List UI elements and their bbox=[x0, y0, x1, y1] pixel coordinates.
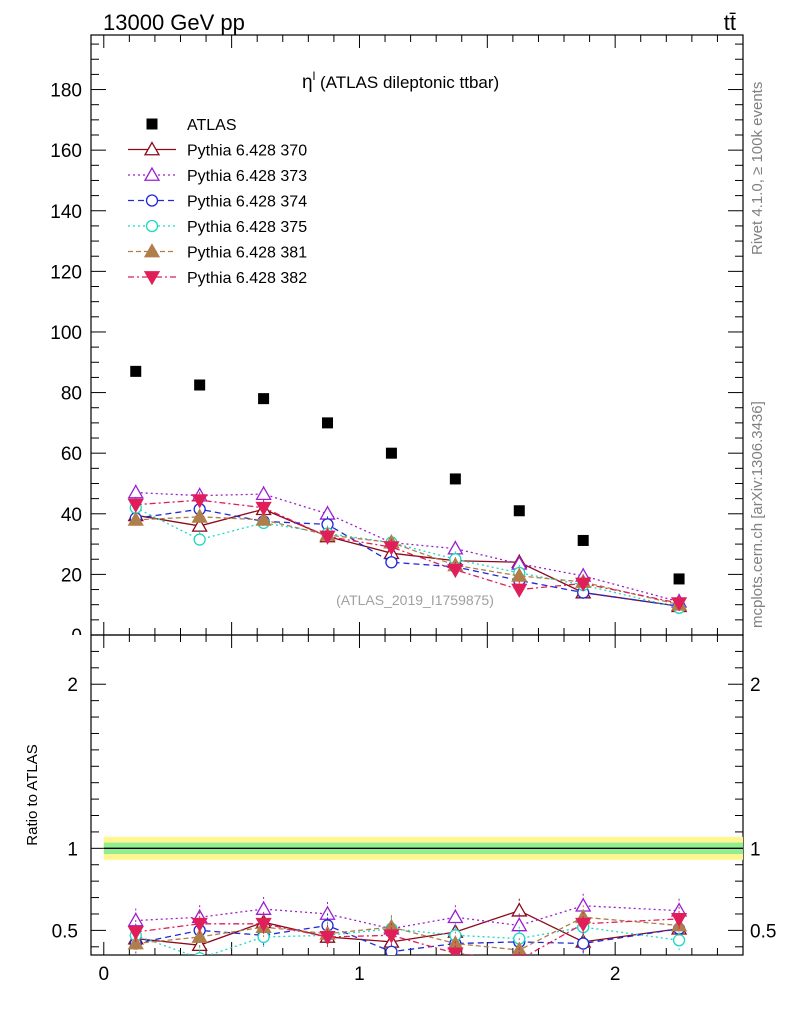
series-pythia-6-428-382-line bbox=[135, 499, 680, 604]
series-pythia-6-428-381-ratio-line bbox=[135, 916, 680, 951]
series-pythia-6-428-375-point bbox=[193, 533, 206, 546]
series-pythia-6-428-382-point bbox=[447, 563, 464, 579]
series-pythia-6-428-381-point bbox=[191, 508, 208, 523]
series-pythia-6-428-382-ratio-point bbox=[127, 926, 144, 941]
y-tick-label: 40 bbox=[61, 505, 82, 526]
series-pythia-6-428-370-point bbox=[191, 517, 208, 532]
series-pythia-6-428-382-ratio-point bbox=[319, 931, 336, 946]
x-tick-label: 0 bbox=[98, 964, 109, 985]
main-series-group bbox=[127, 484, 688, 616]
y-tick-label: 0 bbox=[71, 626, 82, 647]
atlas-data-point bbox=[577, 534, 589, 546]
y-tick-label: 120 bbox=[50, 262, 82, 283]
series-pythia-6-428-382-point bbox=[670, 597, 688, 612]
series-pythia-6-428-373-ratio-point bbox=[255, 900, 272, 915]
series-pythia-6-428-381-point bbox=[511, 567, 528, 582]
atlas-data-point bbox=[385, 447, 397, 459]
series-pythia-6-428-370-ratio-line bbox=[135, 909, 680, 946]
ratio-y-tick-label: 1 bbox=[67, 839, 78, 860]
series-pythia-6-428-373-point bbox=[127, 484, 144, 499]
series-pythia-6-428-373-ratio-point bbox=[447, 908, 464, 924]
legend-marker bbox=[143, 243, 161, 258]
series-pythia-6-428-373-ratio-point bbox=[319, 905, 336, 920]
series-pythia-6-428-382-point bbox=[191, 494, 208, 509]
legend-atlas-marker bbox=[146, 118, 158, 130]
energy-label: 13000 GeV pp bbox=[103, 10, 245, 35]
series-pythia-6-428-373-line bbox=[135, 491, 680, 603]
y-tick-label: 60 bbox=[61, 444, 82, 465]
legend-label: Pythia 6.428 374 bbox=[187, 194, 307, 211]
series-pythia-6-428-370-ratio-point bbox=[511, 902, 528, 917]
series-pythia-6-428-381-ratio-point bbox=[191, 928, 208, 943]
series-pythia-6-428-382-point bbox=[127, 498, 144, 514]
legend-marker bbox=[143, 166, 161, 181]
series-pythia-6-428-375-ratio-point bbox=[194, 952, 205, 955]
series-pythia-6-428-382-point bbox=[319, 530, 336, 545]
series-pythia-6-428-382-point bbox=[511, 583, 528, 598]
series-pythia-6-428-382-ratio-point bbox=[511, 954, 528, 955]
series-pythia-6-428-382-ratio-point bbox=[447, 947, 464, 955]
ratio-y-tick-label: 0.5 bbox=[52, 921, 78, 942]
atlas-data-point bbox=[258, 393, 270, 405]
atlas-data-point bbox=[449, 473, 461, 485]
series-pythia-6-428-374-ratio-point bbox=[385, 945, 398, 955]
ratio-y-tick-label-right: 1 bbox=[750, 839, 761, 860]
series-pythia-6-428-382-ratio-point bbox=[255, 917, 272, 933]
series-pythia-6-428-382-ratio-point bbox=[383, 929, 400, 944]
y-tick-label: 20 bbox=[61, 565, 82, 586]
rivet-version-label: Rivet 4.1.0, ≥ 100k events bbox=[749, 82, 766, 255]
y-tick-label: 140 bbox=[50, 202, 82, 223]
series-pythia-6-428-382-ratio-point bbox=[191, 917, 208, 933]
legend-label: Pythia 6.428 370 bbox=[187, 143, 307, 160]
legend-label: Pythia 6.428 375 bbox=[187, 219, 307, 236]
mcplots-label: mcplots.cern.ch [arXiv:1306.3436] bbox=[749, 401, 766, 628]
ratio-y-tick-label-right: 2 bbox=[750, 675, 761, 696]
atlas-data-point bbox=[513, 505, 525, 517]
atlas-data-point bbox=[673, 573, 685, 585]
series-pythia-6-428-381-point bbox=[127, 511, 144, 526]
analysis-watermark: (ATLAS_2019_I1759875) bbox=[336, 592, 494, 608]
atlas-data-point bbox=[322, 417, 334, 429]
series-pythia-6-428-381-point bbox=[255, 511, 272, 526]
ratio-y-tick-label-right: 0.5 bbox=[750, 921, 776, 942]
ratio-y-label: Ratio to ATLAS bbox=[24, 744, 41, 845]
y-tick-label: 180 bbox=[50, 81, 82, 102]
series-pythia-6-428-382-ratio-point bbox=[575, 917, 592, 933]
series-pythia-6-428-375-ratio-point bbox=[672, 934, 686, 947]
legend-label: Pythia 6.428 373 bbox=[187, 168, 307, 185]
series-pythia-6-428-382-point bbox=[255, 501, 272, 517]
y-tick-label: 160 bbox=[50, 141, 82, 162]
ratio-series-group bbox=[127, 893, 688, 955]
legend-marker bbox=[145, 219, 159, 233]
series-pythia-6-428-381-ratio-point bbox=[127, 935, 144, 950]
series-pythia-6-428-374-point bbox=[385, 556, 398, 569]
ratio-y-tick-label: 2 bbox=[67, 675, 78, 696]
atlas-data-point bbox=[194, 379, 206, 391]
plot-title: ηl (ATLAS dileptonic ttbar) bbox=[302, 69, 499, 93]
legend-marker bbox=[143, 141, 161, 156]
series-pythia-6-428-374-line bbox=[135, 508, 680, 607]
legend-marker bbox=[143, 271, 161, 286]
series-pythia-6-428-373-point bbox=[255, 485, 272, 500]
legend-label: Pythia 6.428 381 bbox=[187, 245, 307, 262]
series-pythia-6-428-382-point bbox=[575, 577, 592, 592]
series-pythia-6-428-382-ratio-point bbox=[670, 912, 688, 928]
y-tick-label: 80 bbox=[61, 384, 82, 405]
series-pythia-6-428-374-ratio-point bbox=[577, 937, 590, 950]
legend-label: Pythia 6.428 382 bbox=[187, 270, 307, 287]
series-pythia-6-428-382-point bbox=[383, 541, 400, 556]
ratio-panel-frame bbox=[90, 634, 744, 956]
legend-atlas-label: ATLAS bbox=[187, 117, 237, 134]
series-pythia-6-428-373-ratio-point bbox=[511, 917, 528, 932]
x-tick-label: 2 bbox=[610, 964, 621, 985]
process-label: tt̄ bbox=[724, 10, 736, 35]
legend-marker bbox=[145, 194, 159, 207]
atlas-data-point bbox=[130, 365, 142, 377]
x-tick-label: 1 bbox=[354, 964, 365, 985]
series-pythia-6-428-373-ratio-line bbox=[135, 905, 680, 930]
y-tick-label: 100 bbox=[50, 323, 82, 344]
series-pythia-6-428-375-ratio-line bbox=[135, 926, 680, 955]
